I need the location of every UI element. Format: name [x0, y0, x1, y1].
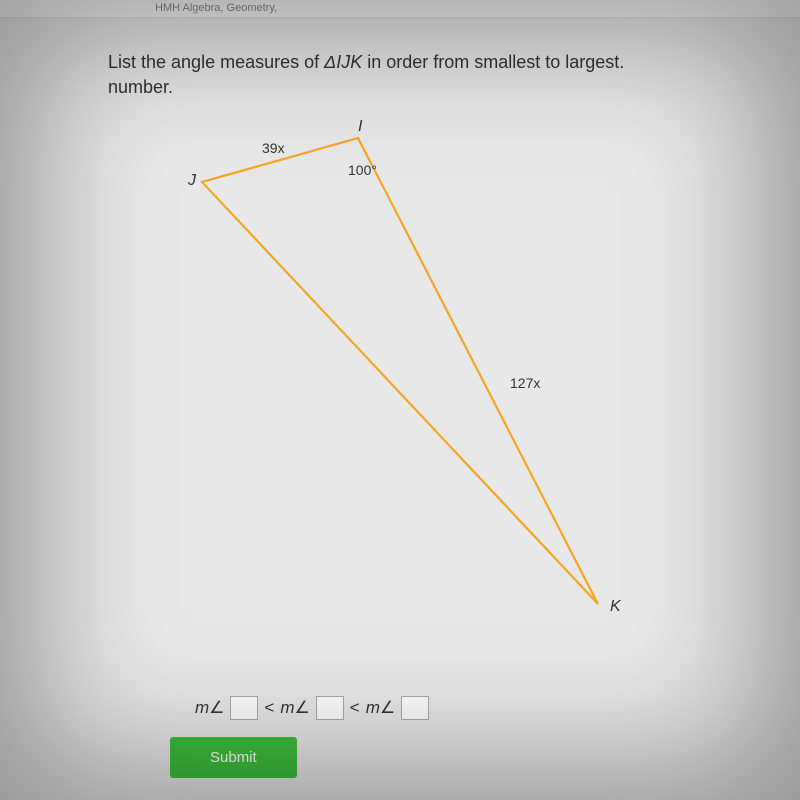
lt-2: <	[350, 698, 360, 718]
vertex-label-j: J	[188, 172, 196, 190]
vertex-label-k: K	[610, 598, 621, 616]
triangle-symbol: ΔIJK	[324, 52, 362, 72]
triangle-diagram: I J K 39x 127x 100°	[170, 120, 650, 640]
vertex-label-i: I	[358, 118, 362, 136]
question-prefix: List the angle measures of	[108, 52, 324, 72]
answer-prefix-1: m∠	[195, 698, 224, 718]
question-block: List the angle measures of ΔIJK in order…	[108, 50, 800, 100]
side-label-ik: 127x	[510, 375, 540, 391]
answer-box-1[interactable]	[230, 696, 258, 720]
question-line-2: number.	[108, 75, 800, 100]
answer-prefix-2: m∠	[280, 698, 309, 718]
answer-row: m∠ < m∠ < m∠	[195, 696, 429, 720]
side-label-ij: 39x	[262, 140, 285, 156]
triangle-shape	[202, 138, 598, 604]
answer-prefix-3: m∠	[366, 698, 395, 718]
question-suffix: in order from smallest to largest.	[362, 52, 624, 72]
header-crop: HMH Algebra, Geometry,	[0, 0, 800, 18]
header-text: HMH Algebra, Geometry,	[155, 2, 277, 14]
angle-label-i: 100°	[348, 162, 377, 178]
triangle-svg	[170, 120, 650, 640]
lt-1: <	[264, 698, 274, 718]
submit-button[interactable]: Submit	[170, 737, 297, 778]
question-line-1: List the angle measures of ΔIJK in order…	[108, 50, 800, 75]
answer-box-3[interactable]	[401, 696, 429, 720]
answer-box-2[interactable]	[316, 696, 344, 720]
